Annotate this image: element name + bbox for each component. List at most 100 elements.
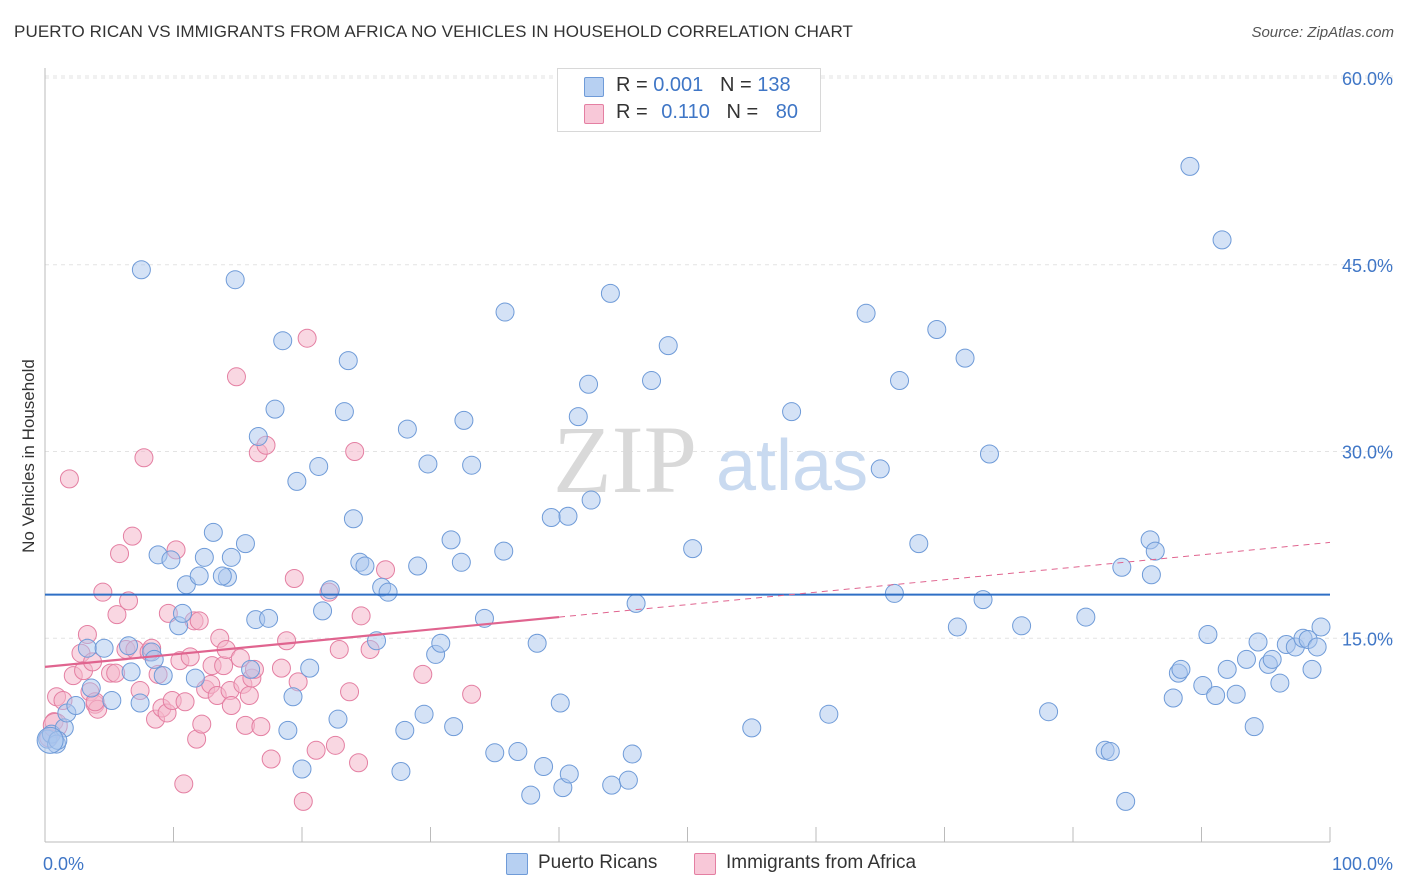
point-puerto-ricans (1226, 684, 1246, 704)
point-puerto-ricans (890, 371, 910, 391)
r-value: 0.110 (661, 101, 710, 123)
trend-lines (44, 541, 1331, 668)
point-puerto-ricans (1076, 607, 1096, 627)
point-puerto-ricans (283, 687, 303, 707)
point-immigrants-from-africa (297, 328, 317, 348)
y-tick-label: 45.0% (1342, 256, 1393, 276)
point-puerto-ricans (408, 556, 428, 576)
point-puerto-ricans (1180, 156, 1200, 176)
point-puerto-ricans (642, 371, 662, 391)
point-puerto-ricans (462, 455, 482, 475)
point-puerto-ricans (955, 348, 975, 368)
point-puerto-ricans (278, 720, 298, 740)
y-tick-label: 15.0% (1342, 629, 1393, 649)
point-immigrants-from-africa (306, 740, 326, 760)
legend-swatch (694, 853, 716, 875)
point-puerto-ricans (579, 374, 599, 394)
point-immigrants-from-africa (192, 714, 212, 734)
point-puerto-ricans (77, 638, 97, 658)
point-immigrants-from-africa (376, 560, 396, 580)
n-label: N = (726, 101, 764, 123)
point-puerto-ricans (441, 530, 461, 550)
point-puerto-ricans (742, 718, 762, 738)
point-puerto-ricans (235, 534, 255, 554)
x-tick-label: 0.0% (43, 854, 84, 874)
legend-swatch-pink (584, 104, 604, 124)
point-puerto-ricans (568, 407, 588, 427)
point-immigrants-from-africa (345, 442, 365, 461)
point-puerto-ricans (521, 785, 541, 805)
point-immigrants-from-africa (134, 448, 154, 468)
point-puerto-ricans (131, 260, 151, 280)
point-puerto-ricans (1193, 676, 1213, 696)
point-puerto-ricans (1163, 688, 1183, 708)
point-puerto-ricans (66, 695, 86, 715)
legend-swatch (506, 853, 528, 875)
point-puerto-ricans (292, 759, 312, 779)
point-puerto-ricans (494, 541, 514, 561)
point-puerto-ricans (343, 509, 363, 529)
point-puerto-ricans (338, 351, 358, 371)
point-immigrants-from-africa (122, 526, 142, 546)
point-puerto-ricans (973, 590, 993, 610)
point-puerto-ricans (1112, 557, 1132, 577)
point-puerto-ricans (1248, 632, 1268, 652)
r-value: 0.001 (653, 74, 704, 96)
watermark: ZIP atlas (553, 406, 868, 513)
point-immigrants-from-africa (251, 717, 271, 737)
point-puerto-ricans (1012, 616, 1032, 636)
point-puerto-ricans (600, 283, 620, 303)
point-puerto-ricans (1100, 742, 1120, 762)
point-puerto-ricans (683, 539, 703, 559)
point-puerto-ricans (658, 336, 678, 356)
point-puerto-ricans (309, 456, 329, 476)
point-puerto-ricans (212, 566, 232, 586)
point-puerto-ricans (1270, 673, 1290, 693)
trend-line-immigrants-from-africa-extension (558, 541, 1331, 618)
point-immigrants-from-africa (214, 656, 234, 676)
point-puerto-ricans (1217, 659, 1237, 679)
point-puerto-ricans (418, 454, 438, 474)
x-tick-label: 100.0% (1332, 854, 1393, 874)
point-immigrants-from-africa (239, 686, 259, 706)
point-immigrants-from-africa (271, 658, 291, 678)
trend-line-immigrants-from-africa (44, 615, 560, 668)
point-puerto-ricans (444, 717, 464, 737)
point-puerto-ricans (485, 743, 505, 763)
point-puerto-ricans (541, 507, 561, 527)
axes (44, 68, 1331, 843)
point-puerto-ricans (1206, 686, 1226, 706)
point-puerto-ricans (431, 633, 451, 653)
point-puerto-ricans (1171, 659, 1191, 679)
tick-labels: 15.0% 30.0% 45.0% 60.0% 0.0% 100.0% (43, 69, 1393, 874)
point-immigrants-from-africa (180, 647, 200, 667)
point-immigrants-from-africa (329, 639, 349, 659)
point-puerto-ricans (534, 756, 554, 776)
r-label: R = (616, 101, 654, 123)
point-puerto-ricans (927, 319, 947, 339)
point-puerto-ricans (782, 402, 802, 422)
legend-label: Puerto Ricans (538, 852, 658, 873)
point-immigrants-from-africa (221, 695, 241, 715)
point-puerto-ricans (328, 709, 348, 729)
point-puerto-ricans (414, 704, 434, 724)
point-puerto-ricans (320, 580, 340, 600)
legend-row-puerto-ricans: R = 0.001 N = 138 (616, 74, 791, 97)
point-immigrants-from-africa (110, 544, 130, 564)
point-puerto-ricans (1302, 659, 1322, 679)
source-label: Source: ZipAtlas.com (1251, 24, 1394, 41)
point-puerto-ricans (558, 506, 578, 526)
point-immigrants-from-africa (462, 684, 482, 704)
point-puerto-ricans (194, 547, 214, 567)
point-puerto-ricans (189, 566, 209, 586)
point-puerto-ricans (1141, 565, 1161, 585)
point-immigrants-from-africa (119, 591, 139, 611)
point-immigrants-from-africa (277, 631, 297, 651)
series-puerto-ricans (36, 156, 1331, 811)
point-puerto-ricans (1244, 717, 1264, 737)
point-puerto-ricans (119, 636, 139, 656)
point-puerto-ricans (819, 704, 839, 724)
legend-label: Immigrants from Africa (726, 852, 917, 873)
point-puerto-ricans (287, 471, 307, 491)
point-puerto-ricans (508, 742, 528, 762)
